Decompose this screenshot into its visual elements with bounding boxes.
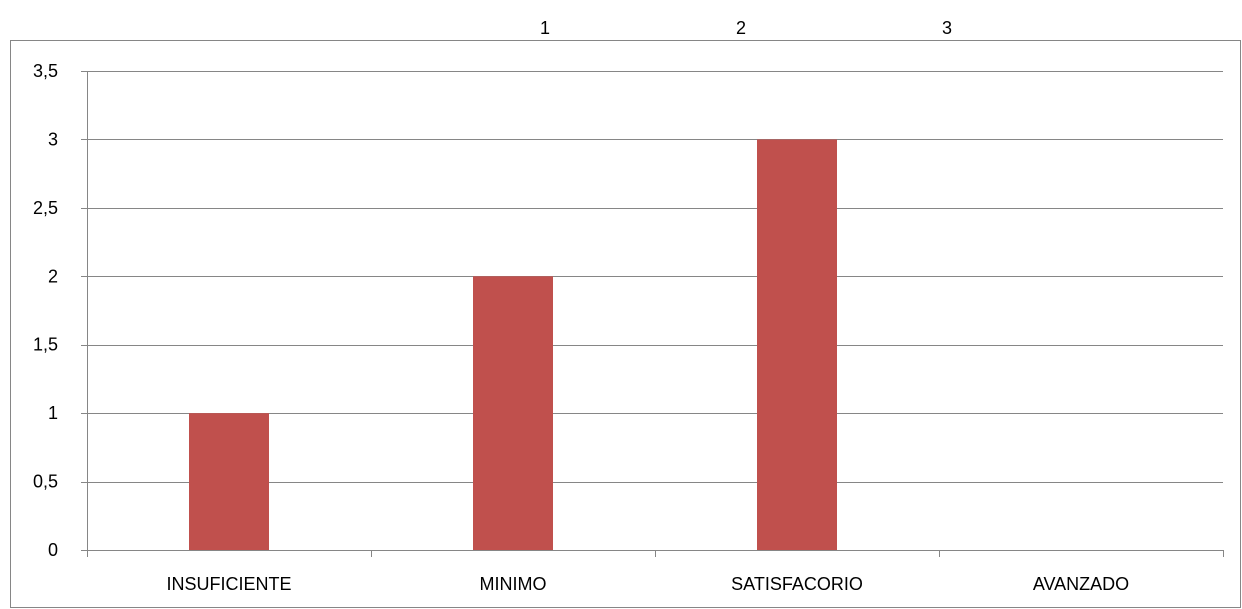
- y-tick-label: 2: [48, 266, 58, 286]
- x-category-label: MINIMO: [480, 574, 547, 594]
- x-category-label: SATISFACORIO: [731, 574, 863, 594]
- y-tick-labels: 0 0,5 1 1,5 2 2,5 3 3,5: [33, 61, 58, 560]
- y-tick-label: 0,5: [33, 472, 58, 492]
- bar: [189, 413, 269, 550]
- y-tick-label: 0: [48, 540, 58, 560]
- top-labels: 1 2 3: [540, 18, 952, 38]
- gridlines: [87, 71, 1223, 483]
- y-tick-label: 3,5: [33, 61, 58, 81]
- bar: [757, 139, 837, 550]
- x-category-label: AVANZADO: [1033, 574, 1129, 594]
- top-label: 2: [736, 18, 746, 38]
- y-tick-label: 1: [48, 403, 58, 423]
- bar: [473, 276, 553, 550]
- y-tick-label: 1,5: [33, 335, 58, 355]
- x-category-labels: INSUFICIENTE MINIMO SATISFACORIO AVANZADO: [166, 574, 1129, 594]
- bars: [189, 139, 837, 550]
- axes: [81, 71, 1224, 557]
- x-category-label: INSUFICIENTE: [166, 574, 291, 594]
- y-tick-label: 3: [48, 129, 58, 149]
- y-tick-label: 2,5: [33, 198, 58, 218]
- top-label: 1: [540, 18, 550, 38]
- top-label: 3: [942, 18, 952, 38]
